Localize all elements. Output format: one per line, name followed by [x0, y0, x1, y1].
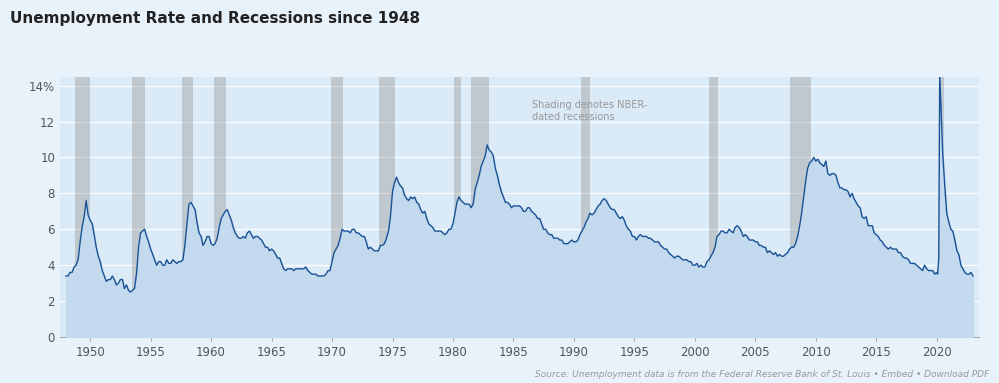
Bar	[331, 77, 343, 337]
Bar	[455, 77, 462, 337]
Text: Unemployment Rate and Recessions since 1948: Unemployment Rate and Recessions since 1…	[10, 11, 421, 26]
Bar	[214, 77, 226, 337]
Bar	[380, 77, 395, 337]
Text: Shading denotes NBER-
dated recessions: Shading denotes NBER- dated recessions	[531, 100, 647, 121]
Bar	[939, 77, 944, 337]
Bar	[472, 77, 490, 337]
Bar	[133, 77, 145, 337]
Bar	[581, 77, 589, 337]
Bar	[709, 77, 718, 337]
Bar	[790, 77, 811, 337]
Bar	[75, 77, 90, 337]
Bar	[182, 77, 193, 337]
Text: Source: Unemployment data is from the Federal Reserve Bank of St. Louis • Embed : Source: Unemployment data is from the Fe…	[534, 370, 989, 379]
